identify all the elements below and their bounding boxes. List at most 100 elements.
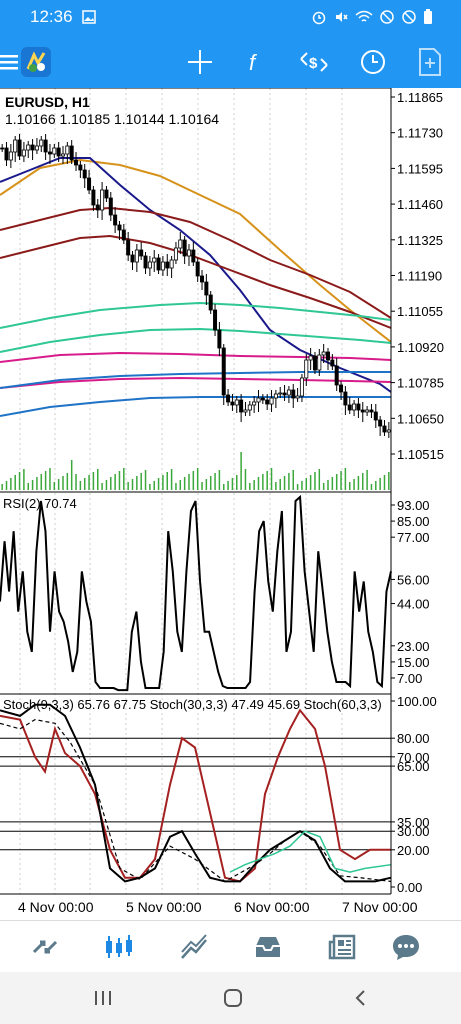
stoch-tick-label: 20.00 <box>397 843 430 858</box>
rsi-tick-label: 44.00 <box>397 597 430 612</box>
chart-grid <box>19 88 343 894</box>
app-logo-icon[interactable] <box>20 46 52 78</box>
candle-body <box>169 259 174 269</box>
stoch-tick-label: 35.00 <box>397 815 430 830</box>
crosshair-icon[interactable] <box>184 46 216 78</box>
time-tick-label: 4 Nov 00:00 <box>18 899 94 915</box>
rsi-indicator <box>0 494 392 692</box>
candle-body <box>304 359 309 379</box>
home-icon[interactable] <box>218 986 248 1010</box>
price-chart[interactable]: EURUSD, H1 1.10166 1.10185 1.10144 1.101… <box>0 87 461 920</box>
candle-body <box>243 409 248 413</box>
candle-body <box>234 399 239 406</box>
candle-body <box>347 404 352 411</box>
chart-tab-icon[interactable] <box>101 929 137 965</box>
chat-tab-icon[interactable] <box>388 929 424 965</box>
chart-area[interactable]: EURUSD, H1 1.10166 1.10185 1.10144 1.101… <box>0 87 461 920</box>
price-tick-label: 1.11055 <box>397 304 443 319</box>
candle-body <box>260 397 265 401</box>
price-tick-label: 1.11595 <box>397 161 443 176</box>
moving-average-line <box>0 158 392 343</box>
price-tick-label: 1.10515 <box>397 447 444 462</box>
battery-icon <box>423 9 433 30</box>
candle-body <box>291 389 296 399</box>
candle-body <box>247 404 252 411</box>
candle-body <box>143 255 148 269</box>
status-time: 12:36 <box>30 7 73 26</box>
candle-body <box>173 247 178 261</box>
moving-average-line <box>0 301 392 329</box>
candle-body <box>330 359 335 367</box>
candle-body <box>78 164 83 171</box>
rsi-tick-label: 77.00 <box>397 530 430 545</box>
wifi-icon <box>355 9 373 30</box>
candle-body <box>26 144 31 151</box>
time-tick-label: 6 Nov 00:00 <box>234 899 310 915</box>
stoch-tick-label: 65.00 <box>397 759 430 774</box>
alarm-icon <box>311 9 327 30</box>
svg-text:f: f <box>249 50 258 75</box>
trade-icon[interactable]: $ <box>298 46 330 78</box>
candle-body <box>17 139 22 157</box>
candle-body <box>160 261 165 271</box>
rsi-tick-label: 93.00 <box>397 498 430 513</box>
candle-body <box>286 389 291 396</box>
new-chart-icon[interactable] <box>414 46 446 78</box>
candle-body <box>121 229 126 241</box>
clock-icon[interactable] <box>357 46 389 78</box>
price-tick-label: 1.10785 <box>397 376 444 391</box>
candle-body <box>100 189 105 211</box>
candle-body <box>356 403 361 411</box>
quotes-icon[interactable] <box>27 929 63 965</box>
trade-tab-icon[interactable] <box>176 929 212 965</box>
recent-apps-icon[interactable] <box>88 986 118 1010</box>
candle-body <box>295 395 300 399</box>
candle-body <box>208 294 213 311</box>
candle-body <box>13 139 18 153</box>
price-tick-label: 1.10650 <box>397 411 444 426</box>
candle-body <box>186 249 191 257</box>
candle-body <box>108 197 113 216</box>
candle-body <box>156 257 161 271</box>
news-tab-icon[interactable] <box>325 929 361 965</box>
candle-body <box>91 189 96 206</box>
candle-body <box>352 403 357 411</box>
candle-body <box>95 204 100 211</box>
candle-body <box>130 254 135 263</box>
candle-body <box>382 425 387 433</box>
back-icon[interactable] <box>346 986 376 1010</box>
candles <box>0 134 391 438</box>
stoch-tick-label: 0.00 <box>397 880 422 895</box>
candle-body <box>126 239 131 256</box>
ohlc-values: 1.10166 1.10185 1.10144 1.10164 <box>5 111 219 127</box>
price-tick-label: 1.11325 <box>397 233 443 248</box>
price-tick-label: 1.10920 <box>397 340 444 355</box>
history-tab-icon[interactable] <box>250 929 286 965</box>
chart-toolbar: f $ <box>0 36 461 88</box>
candle-body <box>217 329 222 349</box>
bottom-navigation <box>0 920 461 973</box>
moving-averages <box>0 157 392 417</box>
candle-body <box>182 239 187 257</box>
candle-body <box>165 261 170 269</box>
rsi-tick-label: 15.00 <box>397 655 430 670</box>
candle-body <box>113 214 118 226</box>
candle-body <box>269 397 274 405</box>
function-icon[interactable]: f <box>240 46 272 78</box>
candle-body <box>69 145 74 161</box>
candle-body <box>373 411 378 421</box>
stoch-label: Stoch(9,3,3) 65.76 67.75 Stoch(30,3,3) 4… <box>3 697 382 712</box>
candle-body <box>386 429 391 433</box>
candle-body <box>378 419 383 427</box>
blocked-icon <box>401 9 417 30</box>
candle-body <box>321 351 326 356</box>
price-tick-label: 1.11190 <box>397 269 442 284</box>
menu-icon[interactable] <box>0 46 24 78</box>
candle-body <box>195 261 200 277</box>
candle-body <box>60 153 65 157</box>
candle-body <box>134 249 139 263</box>
candle-body <box>147 261 152 269</box>
candle-body <box>252 401 257 406</box>
